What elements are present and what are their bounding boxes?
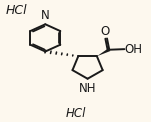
Text: HCl: HCl: [65, 107, 86, 120]
Text: N: N: [41, 10, 50, 22]
Polygon shape: [97, 48, 110, 56]
Text: NH: NH: [79, 82, 96, 95]
Text: O: O: [101, 25, 110, 38]
Text: HCl: HCl: [6, 4, 28, 17]
Text: OH: OH: [125, 43, 143, 56]
